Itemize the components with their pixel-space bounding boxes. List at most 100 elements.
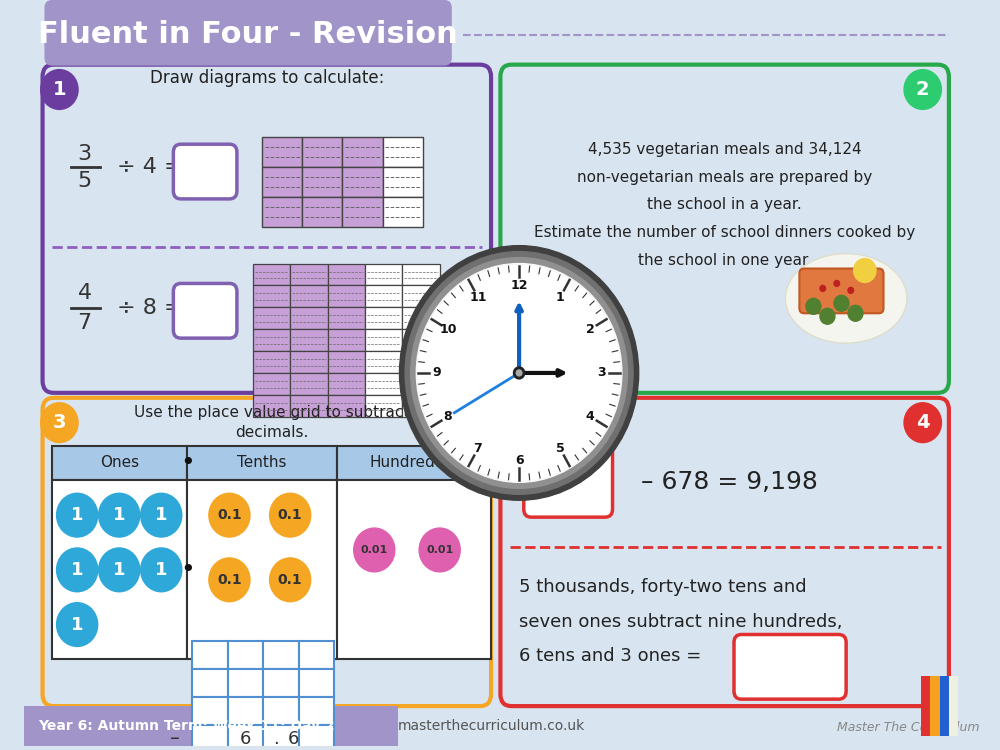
Bar <box>187 480 337 659</box>
Text: 6: 6 <box>288 730 300 748</box>
Text: Year 6: Autumn Term: Week 11: Day 2: Year 6: Autumn Term: Week 11: Day 2 <box>38 719 335 733</box>
FancyBboxPatch shape <box>43 398 491 706</box>
Circle shape <box>411 257 627 488</box>
Bar <box>253 394 290 417</box>
Bar <box>365 394 402 417</box>
Text: 4: 4 <box>78 284 92 304</box>
Circle shape <box>834 280 840 286</box>
Text: 3: 3 <box>78 144 92 164</box>
Bar <box>228 641 263 669</box>
Circle shape <box>405 251 633 494</box>
Text: –: – <box>170 730 180 748</box>
Bar <box>192 698 228 725</box>
Bar <box>342 197 383 226</box>
Text: Hundredths: Hundredths <box>369 455 459 470</box>
Text: 3: 3 <box>597 367 606 380</box>
Text: decimals.: decimals. <box>235 425 308 440</box>
Bar <box>228 698 263 725</box>
Bar <box>299 725 334 750</box>
Text: 4: 4 <box>916 413 930 432</box>
Bar <box>253 286 290 308</box>
Text: 6: 6 <box>515 454 523 467</box>
Bar <box>402 329 440 351</box>
Text: ÷ 4 =: ÷ 4 = <box>117 157 183 177</box>
Bar <box>290 329 328 351</box>
Text: ÷ 8 =: ÷ 8 = <box>117 298 183 318</box>
Bar <box>262 197 302 226</box>
Text: 9: 9 <box>433 367 441 380</box>
Bar <box>253 373 290 394</box>
Text: 10: 10 <box>439 322 457 336</box>
Bar <box>263 698 299 725</box>
Text: non-vegetarian meals are prepared by: non-vegetarian meals are prepared by <box>577 170 872 184</box>
Circle shape <box>416 263 622 482</box>
FancyBboxPatch shape <box>43 64 491 393</box>
Circle shape <box>209 558 250 602</box>
Text: 0.1: 0.1 <box>217 573 242 586</box>
Circle shape <box>41 70 78 110</box>
Bar <box>228 669 263 698</box>
Bar <box>328 308 365 329</box>
Text: •: • <box>180 451 195 475</box>
FancyBboxPatch shape <box>734 634 846 699</box>
Text: 1: 1 <box>71 506 83 524</box>
Bar <box>253 351 290 373</box>
Text: 1: 1 <box>155 561 167 579</box>
Bar <box>337 446 491 480</box>
Circle shape <box>41 403 78 442</box>
Text: •: • <box>180 558 195 582</box>
Bar <box>52 446 187 480</box>
Bar <box>365 329 402 351</box>
Circle shape <box>270 558 311 602</box>
Bar <box>192 669 228 698</box>
Bar <box>187 446 337 480</box>
Circle shape <box>354 528 395 572</box>
Bar <box>263 725 299 750</box>
Circle shape <box>820 308 835 324</box>
Bar <box>328 286 365 308</box>
Text: 5 thousands, forty-two tens and: 5 thousands, forty-two tens and <box>519 578 807 596</box>
Text: 3: 3 <box>53 413 66 432</box>
Text: 2: 2 <box>916 80 930 99</box>
Bar <box>337 480 491 659</box>
Bar <box>262 167 302 197</box>
Bar <box>302 197 342 226</box>
Bar <box>402 263 440 286</box>
Text: .: . <box>273 730 279 748</box>
Bar <box>52 480 187 659</box>
Bar <box>383 137 423 167</box>
Text: 6 tens and 3 ones =: 6 tens and 3 ones = <box>519 647 701 665</box>
Bar <box>342 137 383 167</box>
Text: Ones: Ones <box>100 455 139 470</box>
Bar <box>342 167 383 197</box>
Bar <box>228 725 263 750</box>
Bar <box>328 351 365 373</box>
Bar <box>940 676 949 736</box>
Text: 7: 7 <box>474 442 482 455</box>
Text: Fluent in Four - Revision: Fluent in Four - Revision <box>38 20 458 50</box>
Text: 1: 1 <box>155 506 167 524</box>
Bar <box>299 641 334 669</box>
Text: 1: 1 <box>71 561 83 579</box>
Bar <box>263 641 299 669</box>
Bar <box>299 669 334 698</box>
Bar <box>253 308 290 329</box>
Bar <box>402 286 440 308</box>
FancyBboxPatch shape <box>173 284 237 338</box>
Bar <box>365 286 402 308</box>
Circle shape <box>418 266 620 480</box>
Text: Master The Curriculum: Master The Curriculum <box>837 722 979 734</box>
Text: 0.01: 0.01 <box>426 545 453 555</box>
Circle shape <box>834 296 849 311</box>
Circle shape <box>99 494 140 537</box>
Bar <box>253 263 290 286</box>
Bar <box>402 351 440 373</box>
Bar <box>290 286 328 308</box>
Bar <box>365 308 402 329</box>
Circle shape <box>419 528 460 572</box>
FancyBboxPatch shape <box>500 398 949 706</box>
Text: 4: 4 <box>586 410 595 423</box>
FancyBboxPatch shape <box>44 0 452 66</box>
Circle shape <box>513 367 525 379</box>
Bar <box>290 351 328 373</box>
